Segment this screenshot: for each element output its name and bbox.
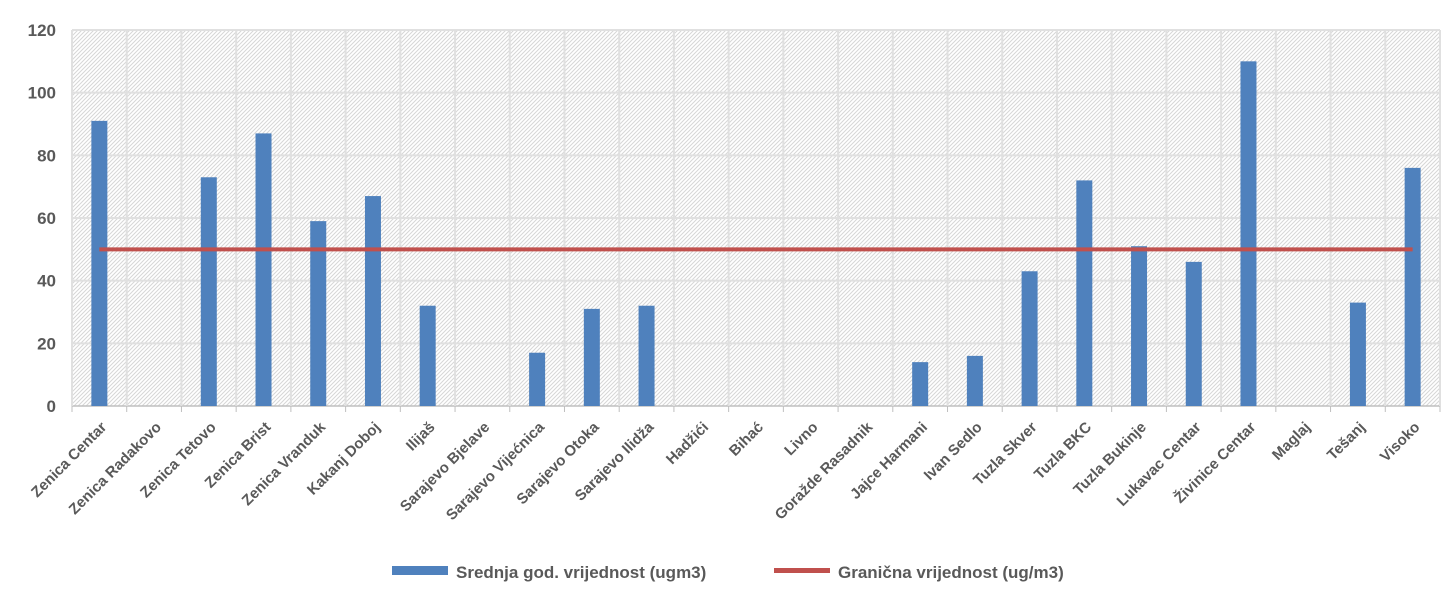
- x-tick-label: Bihać: [726, 419, 767, 460]
- x-tick-label: Sarajevo Vijećnica: [443, 418, 548, 523]
- bar: [1349, 302, 1366, 406]
- bar: [529, 352, 546, 406]
- y-tick-label: 20: [37, 334, 56, 353]
- bar: [255, 133, 272, 406]
- legend-swatch-line: [774, 568, 830, 573]
- x-tick-label: Livno: [781, 419, 821, 459]
- bar: [91, 120, 108, 406]
- bar: [1076, 180, 1093, 406]
- x-tick-label: Goražde Rasadnik: [772, 418, 877, 523]
- bar: [583, 308, 600, 406]
- bar: [1240, 61, 1257, 406]
- bar: [310, 221, 327, 406]
- bar: [1185, 261, 1202, 406]
- legend-swatch-bar: [392, 566, 448, 575]
- x-tick-label: Tešanj: [1324, 419, 1369, 464]
- bar: [638, 305, 655, 406]
- bar: [364, 196, 381, 406]
- y-tick-label: 60: [37, 209, 56, 228]
- x-tick-label: Hadžići: [663, 419, 712, 468]
- y-tick-label: 120: [28, 21, 56, 40]
- y-tick-label: 40: [37, 272, 56, 291]
- y-tick-label: 0: [47, 397, 56, 416]
- legend-label-line: Granična vrijednost (ug/m3): [838, 563, 1064, 582]
- x-tick-label: Zenica Radakovo: [66, 419, 165, 518]
- bar: [1404, 167, 1421, 406]
- y-tick-label: 100: [28, 84, 56, 103]
- bar: [912, 362, 929, 406]
- x-tick-label: Ilijaš: [403, 419, 439, 455]
- bar: [1021, 271, 1038, 406]
- legend: Srednja god. vrijednost (ugm3) Granična …: [392, 563, 1064, 582]
- bar: [419, 305, 436, 406]
- x-tick-label: Maglaj: [1269, 419, 1314, 464]
- x-tick-label: Visoko: [1377, 419, 1424, 466]
- y-tick-label: 80: [37, 146, 56, 165]
- legend-label-bar: Srednja god. vrijednost (ugm3): [456, 563, 706, 582]
- bar: [200, 177, 217, 406]
- bar: [1131, 246, 1148, 406]
- bar: [966, 355, 983, 406]
